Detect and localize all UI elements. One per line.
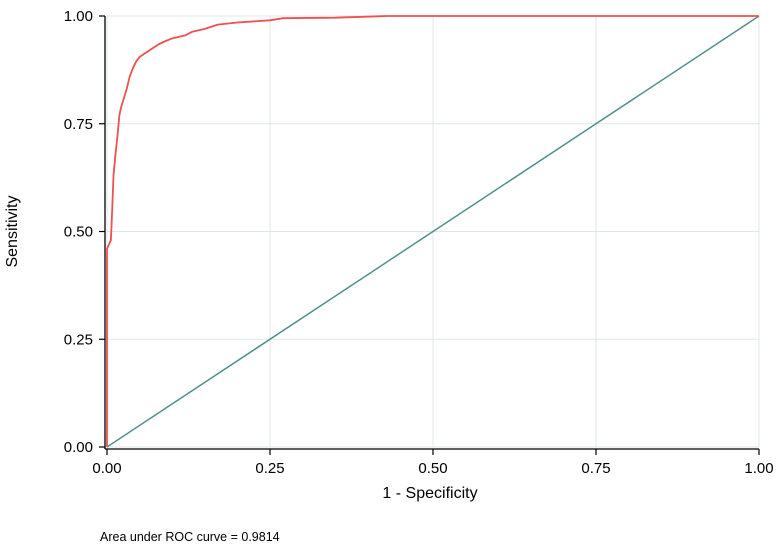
x-tick-label: 0.50	[418, 460, 447, 477]
y-tick-label: 0.50	[64, 224, 93, 241]
series-layer	[106, 15, 760, 448]
auc-annotation: Area under ROC curve = 0.9814	[100, 530, 280, 544]
x-tick-label: 0.00	[92, 460, 121, 477]
x-tick-label: 1.00	[744, 460, 773, 477]
y-axis-title: Sensitivity	[4, 195, 21, 267]
y-tick-label: 0.25	[64, 331, 93, 348]
x-axis-title: 1 - Specificity	[382, 485, 477, 502]
axes: 0.00 0.00 0.25 0.25 0.50 0.50 0.75 0.75 1.00 1.00	[64, 8, 774, 477]
y-tick-label: 0.75	[64, 116, 93, 133]
x-tick-label: 0.25	[255, 460, 284, 477]
reference-diagonal-line	[106, 15, 760, 448]
x-tick-label: 0.75	[581, 460, 610, 477]
roc-curve-line	[106, 15, 759, 447]
y-tick-label: 0.00	[64, 439, 93, 456]
y-tick-label: 1.00	[64, 8, 93, 25]
